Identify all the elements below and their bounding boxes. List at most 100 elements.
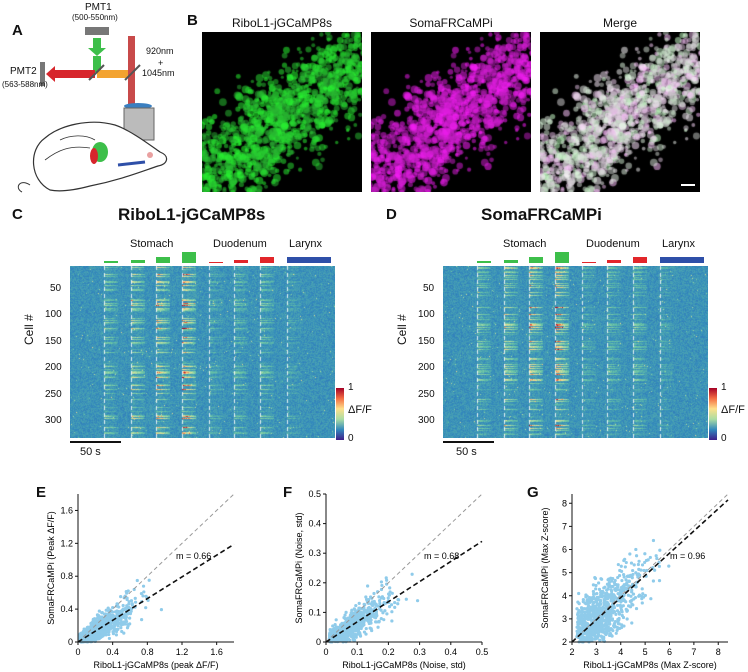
- scatter-point: [594, 583, 598, 588]
- heatmap-c-canvas: [70, 266, 335, 438]
- laser-plus: +: [158, 58, 164, 68]
- scatter-point: [612, 596, 616, 600]
- scatter-point: [582, 610, 587, 614]
- scatter-point: [583, 636, 587, 640]
- scatter-point: [586, 604, 590, 609]
- scatter-plot-g: 2 3 4 5 6 7 8 2 3 4 5 6 7 8 RiboL1-jGCaMP8s (Max Z-sco…: [540, 493, 729, 670]
- scatter-point: [79, 635, 83, 639]
- scatter-point: [362, 620, 366, 624]
- scatter-point: [629, 561, 634, 565]
- scatter-point: [604, 613, 608, 617]
- y-tick-label: 0.4: [308, 519, 321, 529]
- scatter-point: [622, 573, 626, 577]
- scatter-point: [343, 613, 347, 617]
- scatter-point: [101, 630, 105, 634]
- scatter-point: [359, 611, 363, 615]
- scatter-point: [119, 618, 123, 622]
- x-axis-label: RiboL1-jGCaMP8s (peak ΔF/F): [93, 660, 218, 670]
- heatmap-c-group-stomach: Stomach: [130, 238, 174, 250]
- scatter-point: [654, 554, 658, 558]
- scatter-point: [602, 635, 606, 639]
- scatter-point: [596, 625, 600, 630]
- scatter-point: [368, 626, 372, 630]
- scatter-point: [606, 602, 610, 607]
- scatter-point: [388, 586, 392, 590]
- scatter-point: [608, 633, 612, 638]
- y-tick-label: 7: [562, 521, 567, 531]
- heatmap-c-ytick: 100: [45, 309, 62, 320]
- scatter-point: [351, 618, 356, 622]
- heatmap-c-ytick: 50: [50, 283, 62, 294]
- x-tick-label: 2: [569, 647, 574, 657]
- scatter-point: [609, 593, 613, 597]
- scatter-point: [362, 630, 367, 634]
- x-tick-label: 0.4: [445, 647, 458, 657]
- heatmap-c-stimulus-bars: [70, 252, 335, 264]
- scatter-point: [385, 578, 389, 582]
- scatter-point: [126, 589, 130, 593]
- pmt2-detector-icon: [40, 62, 45, 86]
- scatter-point: [369, 602, 373, 606]
- scatter-point: [649, 597, 653, 601]
- slope-annotation: m = 0.66: [176, 551, 211, 561]
- scatter-point: [642, 568, 646, 573]
- scatter-point: [619, 625, 624, 630]
- scatter-point: [386, 596, 390, 600]
- stim-bar: [529, 257, 543, 263]
- heatmap-c-ytick: 250: [45, 389, 62, 400]
- scatter-point: [345, 633, 349, 637]
- setup-schematic-icon: [17, 27, 168, 193]
- panel-letter-f: F: [283, 484, 293, 501]
- scatter-point: [655, 556, 659, 561]
- scatter-point: [348, 638, 352, 642]
- x-tick-label: 0.3: [413, 647, 426, 657]
- scatter-point: [351, 611, 356, 615]
- stim-bar: [477, 261, 491, 263]
- y-axis-label: SomaFRCaMPi (Noise, std): [294, 512, 304, 623]
- scatter-point: [594, 587, 598, 591]
- scatter-point: [124, 619, 129, 624]
- scatter-point: [593, 604, 598, 608]
- scatter-point: [585, 623, 589, 627]
- scatter-point: [576, 620, 580, 624]
- scatter-point: [334, 618, 338, 622]
- scatter-point: [604, 602, 608, 606]
- scatter-point: [610, 634, 614, 638]
- scatter-point: [611, 576, 615, 581]
- scatter-point: [658, 548, 662, 552]
- scatter-point: [351, 637, 355, 641]
- scatter-point: [615, 625, 619, 629]
- scatter-point: [628, 573, 633, 577]
- scatter-point: [594, 599, 598, 603]
- scatter-point: [639, 568, 643, 572]
- micrograph-scale-bar: [681, 184, 695, 186]
- scatter-point: [599, 577, 603, 581]
- scatter-point: [623, 557, 627, 561]
- heatmap-c-scalebar-label: 50 s: [80, 446, 101, 458]
- scatter-point: [587, 633, 592, 637]
- scatter-point: [602, 618, 607, 622]
- scatter-point: [607, 584, 611, 589]
- y-tick-label: 1.6: [60, 505, 73, 515]
- scatter-point: [127, 605, 131, 610]
- scatter-point: [125, 626, 130, 630]
- scatter-point: [132, 587, 136, 592]
- heatmap-c-colorbar: [336, 388, 344, 440]
- scatter-point: [393, 605, 397, 609]
- scatter-point: [640, 587, 644, 591]
- panel-letter-b: B: [187, 12, 198, 29]
- scatter-point: [370, 628, 374, 633]
- scatter-point: [587, 626, 592, 630]
- stim-bar: [555, 252, 569, 263]
- scatter-point: [341, 636, 345, 640]
- scatter-point: [357, 606, 361, 610]
- x-tick-label: 6: [667, 647, 672, 657]
- stim-bar: [209, 262, 223, 263]
- scatter-point: [614, 631, 618, 635]
- scatter-point: [597, 587, 602, 591]
- panel-letter-c: C: [12, 206, 23, 223]
- scatter-plot-f: 0 0.1 0.2 0.3 0.4 0.5 0 0.1 0.2 0.3 0.4 0.5 RiboL1-j…: [294, 489, 488, 670]
- y-axis-label: SomaFRCaMPi (Peak ΔF/F): [46, 511, 56, 625]
- scatter-point: [603, 585, 607, 589]
- scatter-point: [114, 633, 118, 637]
